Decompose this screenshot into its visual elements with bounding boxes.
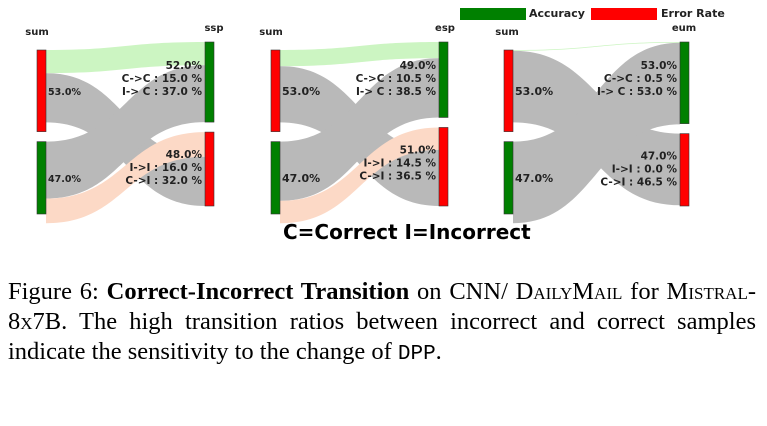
target-node-label: esp <box>435 23 455 34</box>
source-node-label: sum <box>259 27 283 38</box>
caption-for: for <box>630 278 659 305</box>
flow-incorrect-to-correct <box>280 58 439 201</box>
caption-end: . <box>435 338 442 365</box>
node-target-correct <box>204 41 215 123</box>
caption-rest: . The high transition ratios between inc… <box>8 308 756 365</box>
legend-accuracy-swatch <box>460 8 526 20</box>
caption-title: Correct-Incorrect Transition <box>106 278 410 305</box>
transition-c-to-c-label: C->C : 15.0 % <box>122 73 203 85</box>
source-correct-pct: 53.0% <box>282 85 320 98</box>
node-target-incorrect <box>438 127 449 207</box>
flow-incorrect-to-correct <box>46 65 205 199</box>
caption-model: Mistral-8x7B <box>8 278 756 335</box>
caption-dataset: CNN/ DailyMail <box>449 278 623 305</box>
target-node-label: ssp <box>204 23 223 34</box>
node-source-incorrect <box>503 141 514 215</box>
figure-caption: Figure 6: Correct-Incorrect Transition o… <box>8 277 756 370</box>
node-target-correct <box>438 41 449 118</box>
target-correct-pct: 52.0% <box>166 60 203 72</box>
node-source-correct <box>270 49 281 132</box>
target-correct-pct: 49.0% <box>400 60 437 72</box>
source-incorrect-pct: 47.0% <box>515 172 553 185</box>
source-correct-pct: 53.0% <box>48 87 81 98</box>
correct-incorrect-note: C=Correct I=Incorrect <box>283 220 531 244</box>
flow-correct-to-correct <box>46 42 205 74</box>
source-node-label: sum <box>25 27 49 38</box>
transition-i-to-c-label: I-> C : 38.5 % <box>356 86 436 98</box>
caption-on: on <box>417 278 442 305</box>
transition-i-to-i-label: I->I : 0.0 % <box>612 164 678 176</box>
node-source-incorrect <box>36 141 47 215</box>
transition-c-to-c-label: C->C : 0.5 % <box>604 73 678 85</box>
transition-c-to-i-label: C->I : 36.5 % <box>359 170 436 182</box>
flow-correct-to-correct <box>280 42 439 67</box>
flow-correct-to-correct <box>513 42 680 51</box>
transition-c-to-i-label: C->I : 32.0 % <box>125 175 202 187</box>
source-node-label: sum <box>495 27 519 38</box>
transition-i-to-i-label: I->I : 16.0 % <box>129 162 202 174</box>
target-node-label: eum <box>672 23 696 34</box>
node-source-correct <box>36 49 47 132</box>
target-incorrect-pct: 47.0% <box>641 151 678 163</box>
transition-i-to-c-label: I-> C : 37.0 % <box>122 86 202 98</box>
transition-c-to-c-label: C->C : 10.5 % <box>356 73 437 85</box>
transition-i-to-c-label: I-> C : 53.0 % <box>597 86 677 98</box>
transition-c-to-i-label: C->I : 46.5 % <box>600 177 677 189</box>
node-target-correct <box>679 41 690 124</box>
target-incorrect-pct: 51.0% <box>400 144 437 156</box>
transition-i-to-i-label: I->I : 14.5 % <box>363 157 436 169</box>
flow-incorrect-to-incorrect <box>46 132 205 224</box>
legend-accuracy-label: Accuracy <box>529 7 585 20</box>
node-source-incorrect <box>270 141 281 215</box>
flow-incorrect-to-correct <box>513 42 680 224</box>
node-target-incorrect <box>204 131 215 207</box>
source-incorrect-pct: 47.0% <box>282 172 320 185</box>
caption-prefix: Figure 6: <box>8 278 99 305</box>
flow-incorrect-to-incorrect <box>280 127 439 224</box>
legend-error-swatch <box>591 8 657 20</box>
source-correct-pct: 53.0% <box>515 85 553 98</box>
target-correct-pct: 53.0% <box>641 60 678 72</box>
node-target-incorrect <box>679 133 690 207</box>
node-source-correct <box>503 49 514 132</box>
legend: Accuracy Error Rate <box>460 7 760 23</box>
source-incorrect-pct: 47.0% <box>48 174 81 185</box>
target-incorrect-pct: 48.0% <box>166 149 203 161</box>
caption-term: DPP <box>397 343 436 366</box>
legend-error-label: Error Rate <box>661 7 725 20</box>
